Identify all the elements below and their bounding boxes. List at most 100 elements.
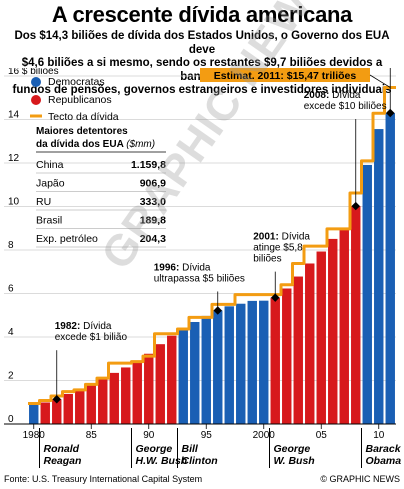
chart-title: A crescente dívida americana <box>51 2 353 27</box>
source-note: Fonte: U.S. Treasury International Capit… <box>4 474 203 484</box>
annotation-date: 1996: <box>154 262 180 273</box>
y-tick-label: 14 <box>8 110 20 121</box>
table-country: RU <box>36 196 51 208</box>
table-country: China <box>36 159 64 171</box>
annotation-line: ultrapassa $5 biliões <box>154 273 245 284</box>
table-value: 204,3 <box>140 233 166 245</box>
president-first-name: Ronald <box>44 443 80 455</box>
debt-bar <box>328 238 338 424</box>
president-last-name: Obama <box>366 455 402 467</box>
table-country: Brasil <box>36 215 62 227</box>
president-first-name: George <box>136 443 173 455</box>
annotation-marker <box>213 306 222 315</box>
annotation-heading: 1996: Dívida <box>154 262 211 273</box>
debt-bar <box>167 335 177 424</box>
x-tick-label: 10 <box>373 430 385 441</box>
debt-bar <box>75 389 85 424</box>
x-tick-label: 85 <box>86 430 98 441</box>
debt-bar <box>305 263 315 424</box>
debt-bar <box>282 288 292 424</box>
debt-chart: 0 2 4 6 8 10 12 14 16 $ biliões 1980 85 90 95 2000 05 1… <box>4 68 402 468</box>
debt-bar <box>385 112 395 424</box>
annotation-marker <box>386 108 395 118</box>
y-tick-label: 12 <box>8 153 20 164</box>
annotation-marker <box>52 394 61 404</box>
y-tick-label: 10 <box>8 197 20 208</box>
debt-bar <box>339 228 349 424</box>
annotation-text: Dívida <box>329 90 361 101</box>
debt-bar <box>109 372 119 424</box>
legend-label: Tecto da dívida <box>48 111 119 123</box>
debt-bar <box>121 367 131 424</box>
debt-bar <box>86 384 96 424</box>
president-last-name: Reagan <box>44 455 82 467</box>
table-country: Japão <box>36 178 65 190</box>
annotation-heading: 1982: Dívida <box>55 321 112 332</box>
debt-bar <box>213 310 223 424</box>
debt-bar <box>293 276 303 424</box>
legend-label: Republicanos <box>48 94 112 106</box>
y-tick-label: 6 <box>8 284 14 295</box>
debt-ceiling-line <box>28 86 396 406</box>
subtitle-line: fundos de pensões, governos estrangeiros… <box>12 84 392 96</box>
table-unit: ($mm) <box>126 139 155 150</box>
legend-swatch-republican <box>31 95 41 105</box>
annotation-marker <box>351 201 360 211</box>
annotation-text: Dívida <box>179 262 211 273</box>
president-last-name: W. Bush <box>274 455 315 467</box>
table-value: 189,8 <box>140 215 166 227</box>
debt-bar <box>178 328 188 424</box>
debt-bar <box>98 377 108 424</box>
president-last-name: Clinton <box>182 455 218 467</box>
debt-bar <box>247 300 257 424</box>
x-tick-label: 2000 <box>253 430 276 441</box>
debt-bar <box>259 300 269 424</box>
legend-label: Democratas <box>48 76 105 88</box>
debt-bar <box>201 315 211 424</box>
table-value: 333,0 <box>140 196 166 208</box>
table-value: 906,9 <box>140 178 166 190</box>
subtitle-line: Dos $14,3 biliões de dívida dos Estados … <box>14 30 390 56</box>
president-first-name: George <box>274 443 311 455</box>
debt-bar <box>190 321 200 424</box>
debt-bar <box>224 306 234 424</box>
ceiling-label-box <box>200 68 370 82</box>
debt-bar <box>63 393 73 424</box>
debt-bar <box>351 206 361 424</box>
annotation-text: Dívida <box>279 232 311 243</box>
x-tick-label: 95 <box>201 430 213 441</box>
annotation-text: Dívida <box>80 321 112 332</box>
x-tick-label: 05 <box>316 430 328 441</box>
x-tick-label: 90 <box>143 430 155 441</box>
ceiling-label-leader <box>369 74 391 88</box>
annotation-heading: 2008: Dívida <box>304 90 361 101</box>
debt-bar <box>132 361 142 424</box>
president-first-name: Barack <box>366 443 402 455</box>
debt-bar <box>155 344 165 424</box>
annotation-date: 1982: <box>55 321 81 332</box>
y-tick-label: 4 <box>8 327 14 338</box>
y-tick-label: 2 <box>8 371 14 382</box>
y-tick-label: 0 <box>8 414 14 425</box>
y-tick-label: 8 <box>8 240 14 251</box>
annotation-date: 2001: <box>253 232 279 243</box>
annotation-heading: 2001: Dívida <box>253 232 310 243</box>
legend-swatch-democrat <box>31 77 41 87</box>
x-tick-label: 1980 <box>23 430 46 441</box>
debt-bar <box>374 129 384 424</box>
annotation-line: excede $1 bilião <box>55 332 128 343</box>
debt-bar <box>29 404 39 424</box>
table-country: Exp. petróleo <box>36 233 98 245</box>
table-title: da dívida dos EUA ($mm) <box>36 139 155 150</box>
annotation-date: 2008: <box>304 90 330 101</box>
president-last-name: H.W. Bush <box>136 455 188 467</box>
table-value: 1.159,8 <box>131 159 166 171</box>
table-title: Maiores detentores <box>36 126 128 137</box>
debt-bar <box>144 353 154 424</box>
ceiling-label: Estimat. 2011: $15,47 triliões <box>214 70 357 82</box>
president-first-name: Bill <box>182 443 199 455</box>
annotation-line: excede $10 biliões <box>304 101 387 112</box>
debt-bar <box>236 303 246 424</box>
debt-bar <box>270 297 280 424</box>
y-tick-label: 16 $ biliões <box>8 68 59 77</box>
